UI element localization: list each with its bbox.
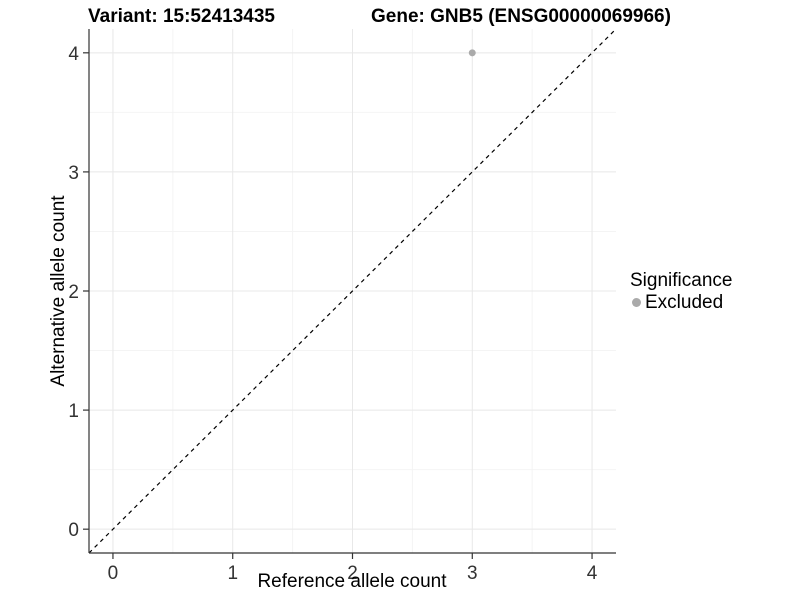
tick-labels: 0 1 2 3 4 0 1 2 3 4	[68, 44, 597, 584]
tick-marks	[83, 52, 593, 559]
x-tick-label: 0	[108, 563, 119, 584]
gene-title: Gene: GNB5 (ENSG00000069966)	[371, 6, 671, 27]
variant-title: Variant: 15:52413435	[88, 6, 275, 27]
y-tick-label: 2	[68, 282, 79, 303]
x-tick-label: 3	[467, 563, 478, 584]
data-point	[468, 49, 476, 57]
y-tick-label: 1	[68, 401, 79, 422]
legend-title: Significance	[630, 270, 733, 291]
identity-reference-line	[88, 28, 617, 554]
x-tick-label: 2	[347, 563, 358, 584]
legend: Significance Excluded	[630, 270, 732, 313]
y-tick-label: 3	[68, 163, 79, 184]
legend-item-label: Excluded	[645, 292, 724, 313]
y-axis-title: Alternative allele count	[48, 195, 69, 387]
x-tick-label: 4	[587, 563, 598, 584]
excluded-point-icon	[632, 298, 641, 307]
legend-item-excluded: Excluded	[630, 292, 732, 313]
y-tick-label: 0	[68, 520, 79, 541]
x-axis-title: Reference allele count	[257, 571, 447, 592]
data-points	[468, 49, 476, 57]
y-tick-label: 4	[68, 44, 79, 65]
x-tick-label: 1	[227, 563, 238, 584]
